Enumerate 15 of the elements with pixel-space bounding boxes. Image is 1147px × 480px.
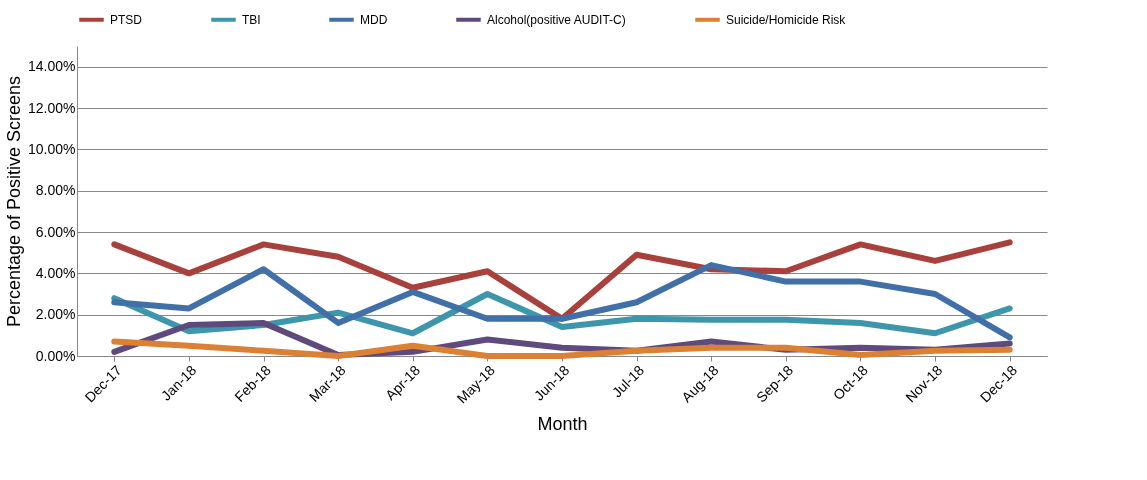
legend-label: MDD bbox=[360, 12, 388, 27]
y-axis-title: Percentage of Positive Screens bbox=[4, 75, 25, 328]
legend-label: Suicide/Homicide Risk bbox=[726, 12, 847, 27]
y-tick-label: 0.00% bbox=[35, 347, 76, 364]
legend-label: TBI bbox=[242, 12, 261, 27]
x-axis-title: Month bbox=[537, 414, 588, 435]
y-tick-label: 4.00% bbox=[35, 264, 76, 281]
legend-label: Alcohol(positive AUDIT-C) bbox=[487, 12, 626, 27]
y-tick-label: 8.00% bbox=[35, 182, 76, 199]
y-tick-label: 12.00% bbox=[28, 99, 76, 116]
y-tick-label: 14.00% bbox=[28, 58, 76, 75]
y-tick-label: 2.00% bbox=[35, 306, 76, 323]
y-tick-label: 10.00% bbox=[28, 140, 76, 157]
y-tick-label: 6.00% bbox=[35, 223, 76, 240]
legend-label: PTSD bbox=[110, 12, 143, 27]
